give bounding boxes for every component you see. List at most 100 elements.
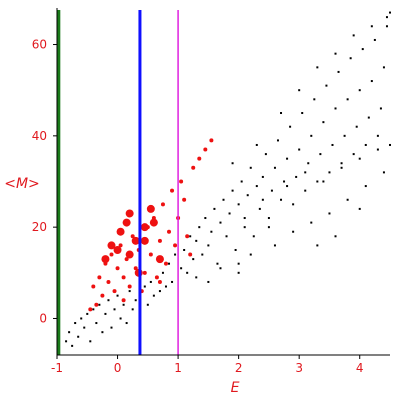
data-point	[273, 244, 276, 247]
data-point	[273, 166, 276, 169]
data-point	[100, 293, 105, 298]
data-point	[292, 230, 295, 233]
data-point	[142, 270, 147, 275]
data-point	[385, 25, 388, 28]
data-point	[197, 156, 202, 161]
data-point	[231, 162, 234, 165]
data-point	[334, 107, 337, 110]
data-point	[307, 162, 310, 165]
data-point	[195, 276, 198, 279]
data-point	[340, 162, 343, 165]
data-point	[389, 11, 391, 14]
data-point	[367, 116, 370, 119]
data-point	[109, 252, 114, 257]
data-point	[148, 252, 153, 257]
data-point	[189, 235, 192, 238]
data-point	[173, 243, 178, 248]
data-points	[65, 11, 391, 347]
data-point	[358, 157, 361, 160]
data-point	[134, 299, 137, 302]
data-point	[385, 16, 388, 19]
data-point	[325, 84, 328, 87]
data-point	[358, 207, 361, 210]
data-point	[313, 98, 316, 101]
data-point	[116, 294, 119, 297]
data-point	[316, 244, 319, 247]
data-point	[198, 226, 201, 229]
data-point	[225, 235, 228, 238]
data-point	[349, 57, 352, 60]
data-point	[122, 303, 125, 306]
data-point	[101, 331, 104, 334]
data-point	[143, 285, 146, 288]
data-point	[373, 38, 376, 41]
data-point	[125, 209, 134, 218]
data-point	[152, 294, 155, 297]
data-point	[301, 112, 304, 115]
data-point	[107, 299, 110, 302]
data-point	[155, 255, 164, 264]
data-point	[83, 326, 86, 329]
data-point	[219, 267, 222, 270]
data-point	[122, 218, 131, 227]
data-point	[234, 248, 237, 251]
data-point	[331, 143, 334, 146]
data-point	[68, 331, 71, 334]
data-point	[171, 280, 174, 283]
data-point	[252, 235, 255, 238]
data-point	[304, 189, 307, 192]
data-point	[158, 290, 161, 293]
data-point	[110, 326, 113, 329]
data-point	[125, 322, 128, 325]
data-point	[118, 243, 123, 248]
data-point	[94, 302, 99, 307]
data-point	[376, 134, 379, 137]
data-point	[267, 226, 270, 229]
data-point	[88, 307, 93, 312]
data-point	[249, 166, 252, 169]
data-point	[121, 275, 126, 280]
data-point	[364, 185, 367, 188]
data-point	[249, 253, 252, 256]
data-point	[133, 266, 138, 271]
data-point	[316, 180, 319, 183]
data-point	[261, 198, 264, 201]
data-point	[382, 171, 385, 174]
data-point	[264, 153, 267, 156]
data-point	[343, 134, 346, 137]
data-point	[97, 275, 102, 280]
y-tick-label: 0	[39, 311, 47, 325]
data-point	[185, 234, 190, 239]
data-point	[228, 212, 231, 215]
x-tick-label: 1	[174, 361, 182, 375]
data-point	[130, 234, 135, 239]
data-point	[237, 262, 240, 265]
data-point	[140, 223, 149, 232]
data-point	[157, 279, 162, 284]
data-point	[210, 230, 213, 233]
reference-lines	[57, 10, 179, 355]
data-point	[204, 217, 207, 220]
data-point	[267, 217, 270, 220]
data-point	[107, 241, 116, 250]
data-point	[219, 221, 222, 224]
data-point	[121, 298, 126, 303]
data-point	[91, 284, 96, 289]
data-point	[207, 244, 210, 247]
data-point	[243, 217, 246, 220]
data-point	[310, 134, 313, 137]
data-point	[237, 271, 240, 274]
data-point	[195, 239, 198, 242]
data-point	[304, 171, 307, 174]
x-axis-label: E	[231, 380, 240, 396]
data-point	[188, 252, 193, 257]
data-point	[352, 153, 355, 156]
data-point	[170, 188, 175, 193]
data-point	[346, 98, 349, 101]
data-point	[161, 271, 164, 274]
data-point	[298, 148, 301, 151]
data-point	[337, 70, 340, 73]
data-point	[168, 262, 171, 265]
